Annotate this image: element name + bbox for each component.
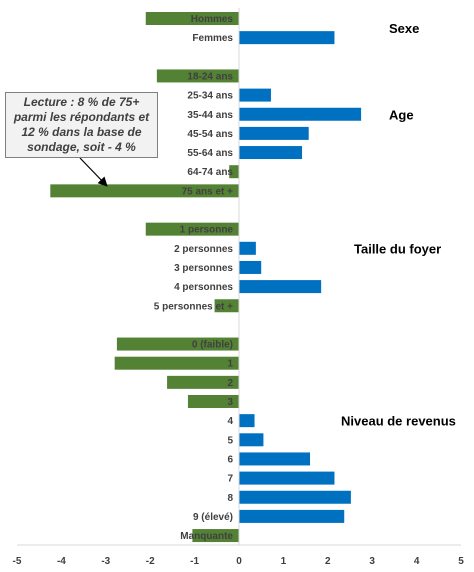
x-tick-label: 1 (281, 556, 287, 567)
bar-manquante (192, 529, 239, 543)
x-tick-label: 5 (458, 556, 464, 567)
category-label: 2 personnes (174, 244, 233, 255)
category-labels: Hommes Femmes 18-24 ans 25-34 ans 35-44 ans 4… (154, 14, 234, 542)
bar-3 (187, 395, 239, 408)
category-label: 4 personnes (174, 282, 233, 293)
x-tick-label: 2 (325, 556, 331, 567)
category-label: 5 (227, 435, 233, 446)
bar-5-personnes-et-+ (214, 299, 239, 313)
category-label: 1 (227, 359, 233, 370)
bar-hommes (145, 12, 239, 25)
category-label: 75 ans et + (182, 186, 234, 197)
category-label: 3 personnes (174, 263, 233, 274)
category-label: 5 personnes et + (154, 301, 233, 312)
bar-64-74-ans (229, 165, 239, 179)
annotation-text: Lecture : 8 % de 75+ parmi les répondant… (13, 95, 150, 154)
bar-femmes (239, 31, 335, 45)
x-axis-tick-labels: -5 -4 -3 -2 -1 0 1 2 3 4 5 (13, 556, 465, 567)
category-label: 18-24 ans (187, 71, 233, 82)
bar-9-(élevé) (239, 509, 345, 523)
bar-1 (114, 356, 239, 370)
x-tick-label: 0 (236, 556, 242, 567)
category-label: 1 personne (180, 225, 234, 236)
x-tick-label: -4 (57, 556, 66, 567)
category-label: 25-34 ans (187, 91, 233, 102)
category-label: Femmes (192, 33, 233, 44)
bar-4-personnes (239, 280, 322, 294)
bar-18-24-ans (156, 69, 239, 83)
category-label: 64-74 ans (187, 167, 233, 178)
bar-5 (239, 433, 264, 447)
category-label: 6 (227, 454, 233, 465)
bar-1-personne (145, 222, 239, 236)
bars-layer (50, 12, 362, 543)
bar-75-ans-et-+ (50, 184, 239, 198)
x-tick-label: -3 (101, 556, 110, 567)
x-tick-label: -2 (146, 556, 155, 567)
group-labels: Sexe Age Taille du foyer Niveau de revenus (341, 21, 456, 429)
category-label: Hommes (191, 14, 234, 25)
group-label: Taille du foyer (354, 241, 441, 256)
category-label: Manquante (180, 531, 233, 542)
bar-2 (167, 375, 239, 389)
x-tick-label: 4 (414, 556, 420, 567)
category-label: 35-44 ans (187, 110, 233, 121)
category-label: 4 (227, 416, 233, 427)
bar-0-(faible) (116, 337, 239, 351)
x-tick-label: -1 (190, 556, 199, 567)
x-tick-label: 3 (369, 556, 375, 567)
bar-3-personnes (239, 260, 262, 274)
annotation-callout: Lecture : 8 % de 75+ parmi les répondant… (5, 92, 158, 158)
category-label: 8 (227, 493, 233, 504)
category-label: 9 (élevé) (193, 512, 233, 523)
category-label: 45-54 ans (187, 129, 233, 140)
bar-6 (239, 452, 311, 466)
bar-25-34-ans (239, 88, 271, 102)
group-label: Sexe (389, 21, 419, 36)
category-label: 2 (227, 378, 233, 389)
category-label: 3 (227, 397, 233, 408)
category-label: 7 (227, 474, 233, 485)
bar-8 (239, 490, 351, 504)
group-label: Age (389, 107, 414, 122)
bar-35-44-ans (239, 107, 362, 121)
annotation-arrow (79, 157, 108, 187)
group-label: Niveau de revenus (341, 414, 456, 429)
category-label: 0 (faible) (192, 340, 233, 351)
bar-55-64-ans (239, 146, 303, 160)
bar-2-personnes (239, 241, 256, 255)
category-label: 55-64 ans (187, 148, 233, 159)
bar-45-54-ans (239, 126, 309, 140)
x-tick-label: -5 (13, 556, 22, 567)
bar-7 (239, 471, 335, 485)
bar-4 (239, 414, 255, 428)
